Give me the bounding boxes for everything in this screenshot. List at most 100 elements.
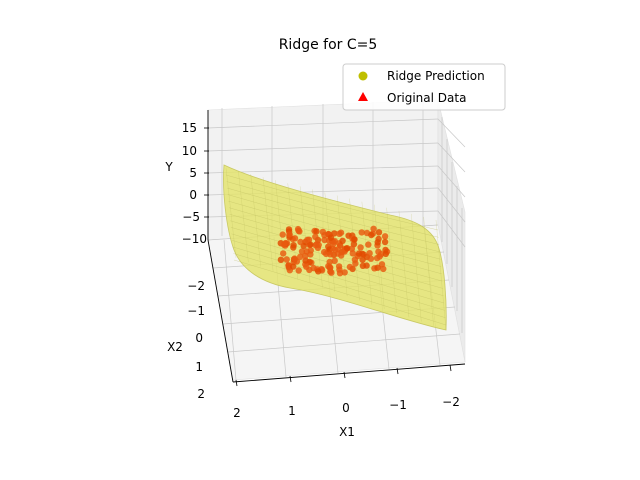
legend-marker-ridge-prediction	[358, 71, 368, 81]
side-wall-grid-line	[437, 210, 466, 248]
floor-grid-line	[223, 239, 237, 381]
data-point	[373, 254, 381, 262]
data-point	[381, 233, 389, 240]
data-point	[291, 255, 298, 262]
data-point	[302, 257, 309, 264]
z-tick-label: −5	[182, 210, 200, 224]
x1-tick-label: 1	[288, 404, 296, 418]
surface-mesh-line	[435, 219, 447, 331]
surface-mesh-line	[411, 213, 422, 322]
y-axis-line	[207, 239, 234, 383]
data-point	[382, 250, 389, 258]
data-point	[329, 241, 337, 248]
z-tick-label: 0	[189, 188, 197, 202]
side-wall-grid-line	[437, 118, 466, 148]
data-point	[357, 244, 364, 251]
data-point	[313, 241, 320, 248]
data-point	[381, 238, 389, 246]
data-point	[370, 225, 377, 232]
z-tick-label: 10	[182, 144, 197, 158]
floor-grid-line	[227, 333, 461, 353]
data-point	[327, 251, 334, 258]
data-point	[310, 264, 317, 272]
x1-tick-label: −2	[442, 395, 460, 409]
data-point	[303, 248, 310, 255]
data-point	[279, 231, 286, 238]
data-point	[298, 248, 306, 255]
data-point	[295, 267, 302, 274]
data-point	[341, 269, 348, 276]
x2-axis-title: X2	[167, 340, 183, 354]
data-point	[343, 245, 351, 252]
z-axis-title: Y	[164, 160, 173, 174]
x2-tick-label: 0	[195, 331, 203, 345]
data-point	[348, 245, 355, 252]
x1-tick-mark	[396, 367, 399, 375]
z-tick-label: 5	[189, 166, 197, 180]
x2-tick-label: −1	[187, 304, 205, 318]
z-tick-label: −10	[182, 232, 207, 246]
legend-box	[342, 63, 506, 111]
data-point	[290, 263, 297, 270]
data-point	[304, 236, 311, 244]
data-point	[352, 260, 359, 267]
x1-tick-label: 0	[342, 401, 350, 415]
x1-tick-label: −1	[389, 398, 407, 412]
data-point	[315, 268, 322, 275]
surface-mesh-line	[423, 216, 434, 326]
data-point	[378, 250, 385, 258]
x-axis-line	[232, 363, 466, 383]
surface-mesh-line	[250, 174, 261, 267]
legend-marker-original-data	[358, 92, 368, 101]
data-point	[339, 237, 346, 244]
surface-mesh-line	[262, 177, 274, 271]
data-point	[297, 238, 304, 246]
data-point	[367, 255, 375, 262]
data-point	[355, 250, 363, 257]
data-point	[358, 229, 365, 236]
data-point	[319, 228, 327, 236]
x2-tick-label: 2	[197, 387, 205, 401]
data-point	[283, 256, 290, 263]
data-point	[368, 231, 375, 239]
data-point	[336, 230, 343, 237]
data-point	[297, 253, 304, 260]
legend-label-ridge-prediction: Ridge Prediction	[387, 69, 485, 83]
data-point	[336, 270, 344, 277]
x1-axis-title: X1	[339, 425, 355, 439]
data-point	[346, 263, 354, 271]
side-wall-grid-line	[437, 142, 466, 173]
data-point	[321, 248, 328, 256]
data-point	[282, 239, 289, 247]
x2-tick-label: 1	[195, 360, 203, 374]
data-point	[326, 264, 333, 271]
data-point	[374, 264, 381, 271]
x1-tick-mark	[289, 375, 292, 383]
surface-mesh-line	[386, 207, 397, 314]
data-point	[326, 258, 333, 266]
x1-tick-label: 2	[233, 406, 241, 420]
legend-label-original-data: Original Data	[387, 91, 466, 105]
data-point	[277, 256, 285, 263]
surface-mesh-line	[225, 167, 237, 259]
data-point	[328, 269, 335, 276]
data-point	[374, 239, 381, 246]
data-point	[280, 250, 287, 257]
surface-mesh-line	[233, 259, 447, 326]
data-point	[375, 229, 383, 236]
data-point	[366, 250, 373, 257]
data-point	[313, 228, 320, 235]
surface-mesh-line	[233, 253, 446, 318]
data-point	[334, 250, 342, 257]
side-wall-grid-line	[437, 187, 466, 223]
data-point	[312, 233, 319, 240]
surface-mesh-line	[227, 187, 440, 245]
x1-tick-mark	[343, 371, 346, 379]
z-tick-label: 15	[182, 121, 197, 135]
chart-title: Ridge for C=5	[279, 37, 378, 53]
data-point	[290, 242, 297, 249]
data-point	[351, 236, 358, 243]
data-point	[359, 262, 367, 269]
data-point	[321, 236, 328, 244]
